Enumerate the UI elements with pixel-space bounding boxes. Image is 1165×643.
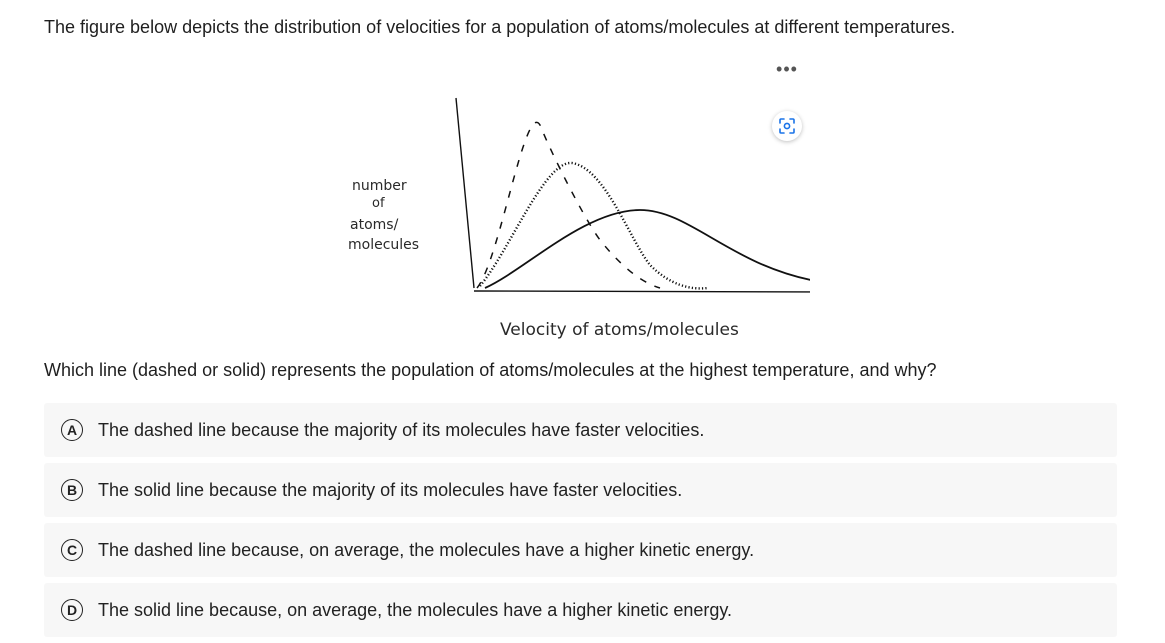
- solid-curve: [484, 209, 810, 289]
- dotted-curve: [479, 161, 709, 290]
- y-label-line-2: of: [372, 196, 385, 211]
- y-label-line-1: number: [352, 178, 407, 194]
- more-dots-icon[interactable]: •••: [776, 59, 798, 79]
- image-search-icon: [779, 118, 795, 134]
- option-b-letter: B: [61, 479, 83, 501]
- image-search-button[interactable]: [772, 111, 802, 141]
- option-a[interactable]: A The dashed line because the majority o…: [44, 403, 1117, 457]
- y-label-line-3: atoms/: [350, 217, 399, 233]
- y-axis: [455, 97, 475, 289]
- option-c[interactable]: C The dashed line because, on average, t…: [44, 523, 1117, 577]
- figure-drawing: number of atoms/ molecules Velocity of a…: [348, 97, 810, 340]
- option-b[interactable]: B The solid line because the majority of…: [44, 463, 1117, 517]
- option-c-text: The dashed line because, on average, the…: [98, 539, 755, 560]
- option-a-text: The dashed line because the majority of …: [98, 419, 705, 440]
- velocity-distribution-figure: number of atoms/ molecules Velocity of a…: [340, 60, 810, 345]
- option-c-letter: C: [61, 539, 83, 561]
- y-label-line-4: molecules: [348, 237, 419, 253]
- answer-options: A The dashed line because the majority o…: [44, 403, 1117, 643]
- option-d-letter: D: [61, 599, 83, 621]
- dashed-curve: [476, 121, 661, 289]
- question-text: Which line (dashed or solid) represents …: [44, 360, 937, 380]
- x-axis: [473, 290, 810, 293]
- option-d-text: The solid line because, on average, the …: [98, 599, 733, 620]
- option-d[interactable]: D The solid line because, on average, th…: [44, 583, 1117, 637]
- option-b-text: The solid line because the majority of i…: [98, 479, 683, 500]
- intro-text: The figure below depicts the distributio…: [44, 17, 956, 37]
- x-label: Velocity of atoms/molecules: [500, 320, 739, 340]
- option-a-letter: A: [61, 419, 83, 441]
